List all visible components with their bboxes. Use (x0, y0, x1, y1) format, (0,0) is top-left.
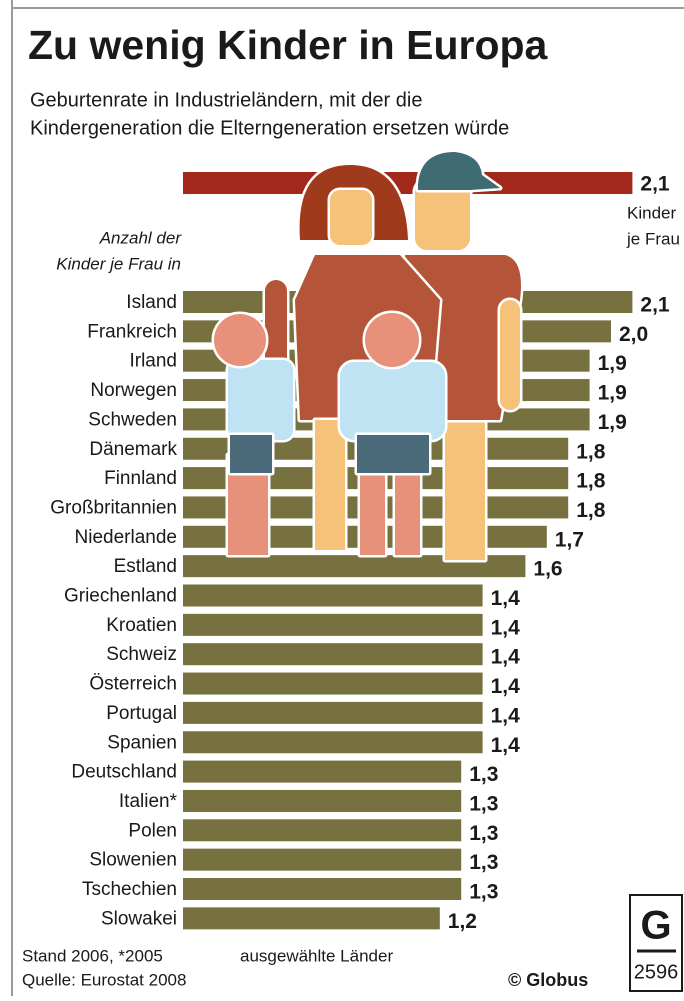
category-label: Polen (128, 820, 177, 841)
category-label: Slowenien (89, 850, 177, 871)
category-label: Norwegen (90, 380, 177, 401)
bar (183, 878, 461, 900)
bar (183, 702, 483, 724)
illustration (330, 190, 372, 245)
value-label: 1,9 (598, 382, 627, 405)
axis-note: Anzahl der (99, 228, 183, 247)
category-label: Finnland (104, 468, 177, 489)
value-label: 1,3 (469, 763, 498, 786)
category-label: Island (126, 292, 177, 313)
category-label: Portugal (106, 703, 177, 724)
value-label: 1,8 (576, 440, 606, 463)
footer-note: Quelle: Eurostat 2008 (22, 970, 186, 989)
illustration (357, 435, 429, 473)
illustration (265, 280, 287, 370)
value-label: 2,1 (640, 294, 670, 317)
category-label: Schweiz (106, 644, 177, 665)
illustration (228, 360, 293, 440)
bar (183, 849, 461, 871)
illustration (365, 313, 419, 367)
reference-note: je Frau (626, 229, 680, 248)
value-label: 1,6 (533, 558, 562, 581)
illustration (360, 470, 385, 555)
illustration (214, 314, 266, 366)
value-label: 1,4 (491, 587, 521, 610)
bar (183, 614, 483, 636)
page: {"chart_data": { "type": "bar", "orienta… (0, 0, 684, 996)
category-label: Slowakei (101, 908, 177, 929)
globus-mark: G (640, 904, 671, 948)
category-label: Schweden (88, 409, 177, 430)
category-label: Irland (129, 351, 177, 372)
axis-note: Kinder je Frau in (56, 254, 181, 273)
chart-title: Zu wenig Kinder in Europa (28, 22, 549, 68)
subtitle: Geburtenrate in Industrieländern, mit de… (30, 89, 422, 111)
category-label: Österreich (89, 674, 177, 695)
category-label: Großbritannien (50, 497, 177, 518)
footer-note: Stand 2006, *2005 (22, 946, 163, 965)
bar (183, 907, 440, 929)
value-label: 1,4 (491, 675, 521, 698)
family-illustration (214, 152, 521, 560)
category-label: Niederlande (75, 527, 177, 548)
value-label: 1,4 (491, 704, 521, 727)
category-label: Griechenland (64, 586, 177, 607)
value-label: 2,0 (619, 323, 648, 346)
illustration (395, 470, 420, 555)
illustration (445, 400, 485, 560)
footer-selection: ausgewählte Länder (240, 946, 393, 965)
value-label: 1,8 (576, 470, 606, 493)
subtitle: Kindergeneration die Elterngeneration er… (30, 117, 509, 139)
reference-bar (183, 172, 632, 194)
footer-code: 2596 (634, 961, 679, 983)
bar (183, 761, 461, 783)
illustration (418, 152, 500, 190)
category-label: Frankreich (87, 321, 177, 342)
illustration (315, 420, 345, 550)
category-label: Kroatien (106, 615, 177, 636)
bar (183, 790, 461, 812)
value-label: 1,4 (491, 646, 521, 669)
chart: Zu wenig Kinder in Europa Geburtenrate i… (0, 0, 684, 996)
value-label: 1,4 (491, 734, 521, 757)
reference-label: 2,1 (640, 173, 670, 196)
bar (183, 819, 461, 841)
value-label: 1,8 (576, 499, 606, 522)
value-label: 1,3 (469, 851, 498, 874)
value-label: 1,3 (469, 822, 498, 845)
footer-source: © Globus (508, 970, 588, 990)
category-label: Dänemark (89, 439, 177, 460)
category-label: Italien* (119, 791, 178, 812)
category-label: Estland (114, 556, 177, 577)
illustration (340, 362, 445, 440)
bar (183, 673, 483, 695)
value-label: 1,3 (469, 881, 498, 904)
bar (183, 585, 483, 607)
value-label: 1,3 (469, 792, 498, 815)
category-label: Tschechien (82, 879, 177, 900)
illustration (500, 300, 520, 410)
value-label: 1,7 (555, 528, 584, 551)
value-label: 1,9 (598, 411, 627, 434)
value-label: 1,4 (491, 616, 521, 639)
value-label: 1,9 (598, 352, 627, 375)
category-label: Deutschland (71, 762, 177, 783)
illustration (230, 435, 272, 473)
reference-note: Kinder (627, 203, 676, 222)
value-label: 1,2 (448, 910, 477, 933)
category-label: Spanien (107, 732, 177, 753)
bar (183, 731, 483, 753)
bar (183, 643, 483, 665)
